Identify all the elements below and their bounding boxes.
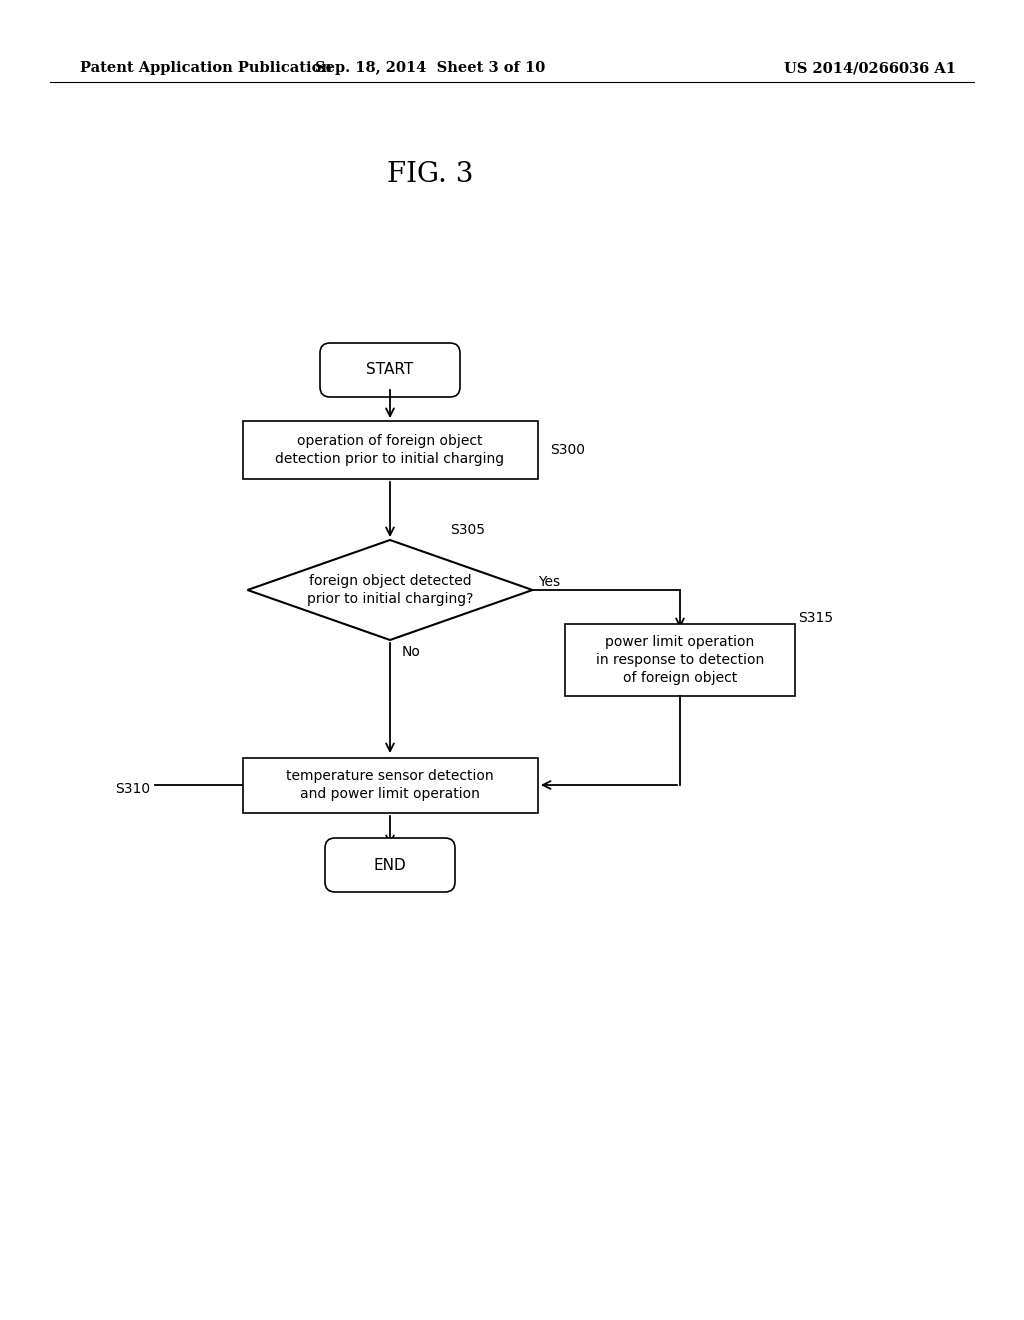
Text: START: START bbox=[367, 363, 414, 378]
FancyBboxPatch shape bbox=[325, 838, 455, 892]
Text: S315: S315 bbox=[798, 611, 834, 624]
Text: operation of foreign object
detection prior to initial charging: operation of foreign object detection pr… bbox=[275, 434, 505, 466]
FancyBboxPatch shape bbox=[319, 343, 460, 397]
Text: power limit operation
in response to detection
of foreign object: power limit operation in response to det… bbox=[596, 635, 764, 685]
Text: temperature sensor detection
and power limit operation: temperature sensor detection and power l… bbox=[286, 768, 494, 801]
Text: Sep. 18, 2014  Sheet 3 of 10: Sep. 18, 2014 Sheet 3 of 10 bbox=[314, 61, 545, 75]
Text: S300: S300 bbox=[550, 444, 585, 457]
Text: S305: S305 bbox=[450, 523, 485, 537]
Text: No: No bbox=[402, 645, 421, 659]
Text: Yes: Yes bbox=[538, 576, 560, 589]
Text: END: END bbox=[374, 858, 407, 873]
Bar bbox=[243, 421, 538, 479]
Text: FIG. 3: FIG. 3 bbox=[387, 161, 473, 189]
Text: US 2014/0266036 A1: US 2014/0266036 A1 bbox=[784, 61, 956, 75]
Text: S310: S310 bbox=[115, 781, 151, 796]
Bar bbox=[565, 624, 795, 696]
Text: Patent Application Publication: Patent Application Publication bbox=[80, 61, 332, 75]
Polygon shape bbox=[248, 540, 532, 640]
Text: foreign object detected
prior to initial charging?: foreign object detected prior to initial… bbox=[307, 574, 473, 606]
Bar bbox=[243, 758, 538, 813]
